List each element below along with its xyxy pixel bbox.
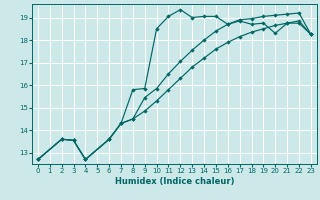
X-axis label: Humidex (Indice chaleur): Humidex (Indice chaleur) [115,177,234,186]
